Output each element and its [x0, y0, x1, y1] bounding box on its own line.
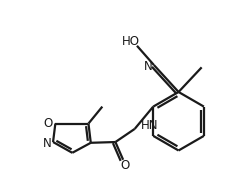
Text: O: O	[44, 117, 53, 130]
Text: O: O	[119, 159, 129, 172]
Text: HN: HN	[140, 119, 158, 132]
Text: N: N	[143, 60, 151, 73]
Text: HO: HO	[121, 35, 139, 48]
Text: N: N	[42, 137, 51, 150]
